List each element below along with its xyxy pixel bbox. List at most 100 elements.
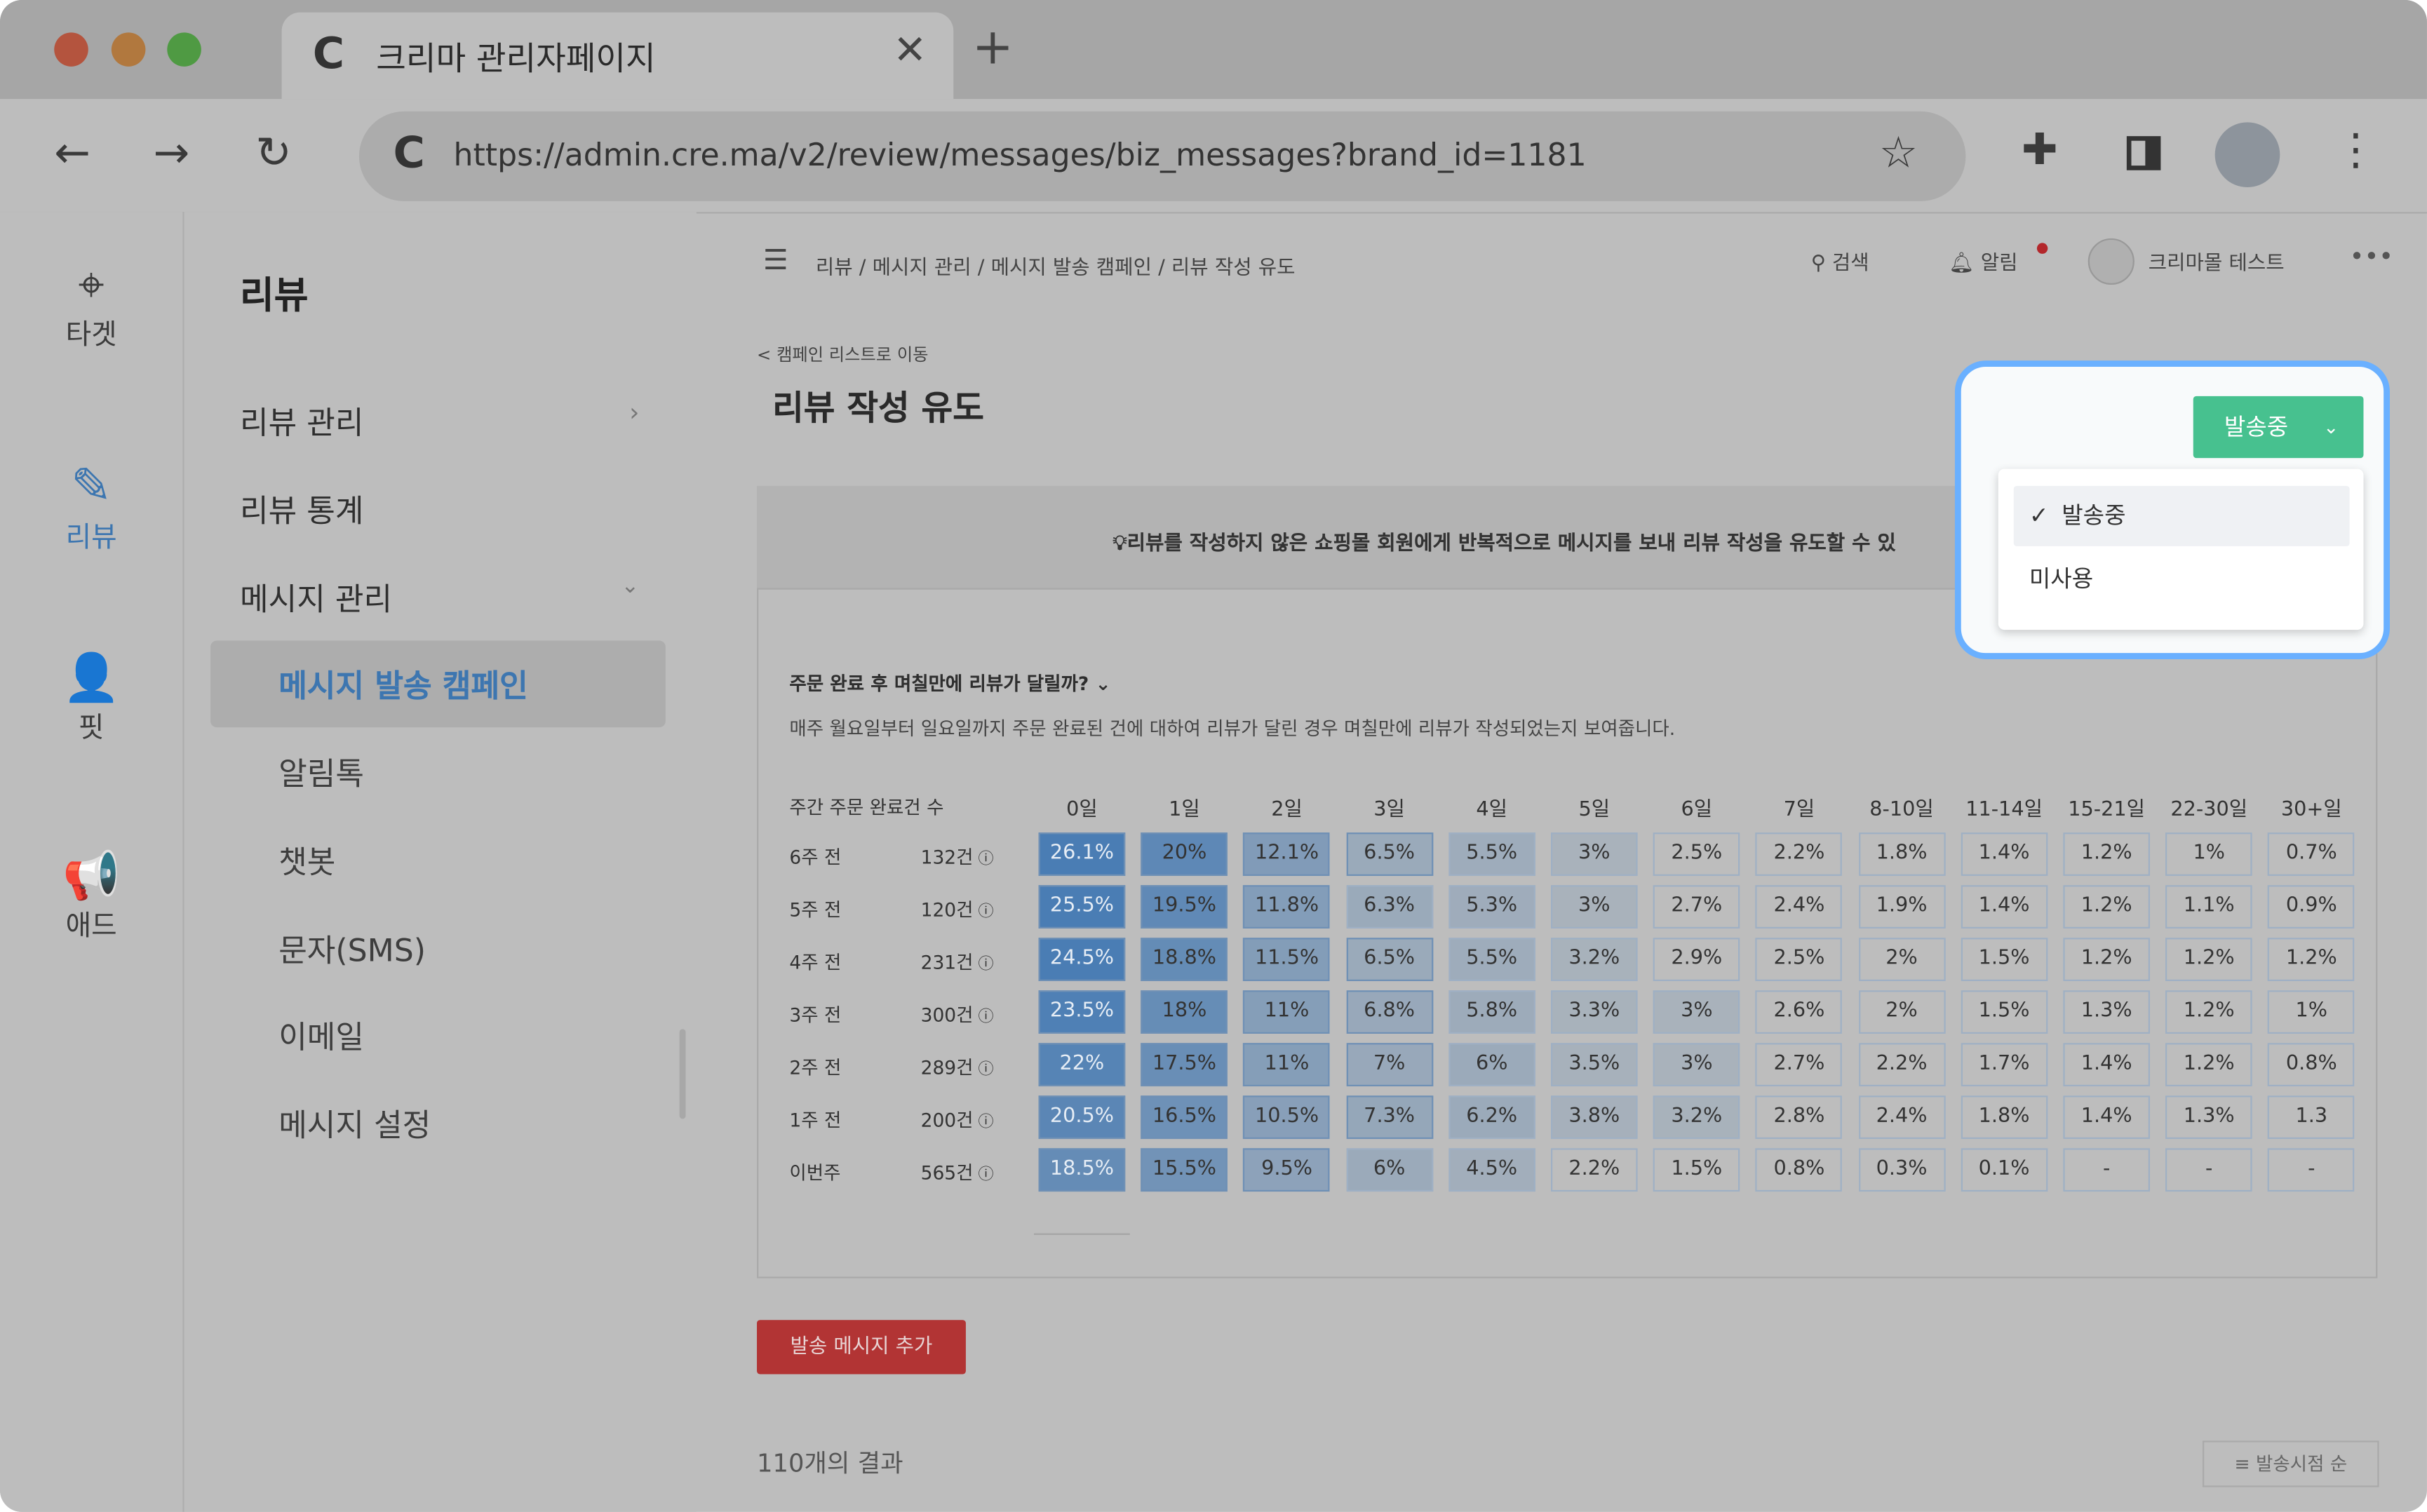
- hamburger-menu-icon[interactable]: ☰: [762, 244, 788, 277]
- cohort-cell: 7%: [1345, 1043, 1433, 1087]
- minimize-window-button[interactable]: [111, 32, 146, 67]
- cohort-cell: 2%: [1858, 938, 1945, 981]
- cohort-cell: 22%: [1038, 1043, 1126, 1087]
- cohort-cell: 1.3: [2268, 1095, 2355, 1140]
- sidebar-subitem-sms[interactable]: 문자(SMS): [278, 931, 426, 969]
- sidebar-subitem-campaign[interactable]: 메시지 발송 캠페인: [278, 667, 528, 705]
- add-message-button[interactable]: 발송 메시지 추가: [757, 1320, 966, 1375]
- search-button[interactable]: ⚲ 검색: [1811, 246, 1869, 276]
- sidebar-scrollbar[interactable]: [679, 1029, 686, 1119]
- rail-item-review[interactable]: ✎ 리뷰: [0, 457, 182, 555]
- cohort-cell: 0.3%: [1858, 1148, 1945, 1192]
- user-check-icon: 👤: [62, 651, 121, 706]
- sidebar-subitem-alimtalk[interactable]: 알림톡: [278, 755, 364, 792]
- browser-menu-icon[interactable]: ⋮: [2334, 123, 2378, 175]
- week-label: 3주 전: [789, 1004, 842, 1026]
- cohort-cell: 2.4%: [1858, 1095, 1945, 1140]
- user-name[interactable]: 크리마몰 테스트: [2148, 252, 2285, 276]
- notifications-button[interactable]: 🔔︎ 알림: [1949, 246, 2017, 276]
- info-icon[interactable]: ⓘ: [973, 1114, 994, 1132]
- cohort-cell: 5.5%: [1448, 832, 1535, 876]
- sidebar-item-review-stats[interactable]: 리뷰 통계: [240, 486, 363, 531]
- product-rail: ⌖ 타겟 ✎ 리뷰 👤 핏 📢 애드: [0, 212, 184, 1512]
- order-count-value: 120건: [920, 899, 974, 921]
- cohort-cell: 3%: [1551, 885, 1638, 929]
- address-bar[interactable]: C https://admin.cre.ma/v2/review/message…: [358, 111, 1966, 201]
- more-icon[interactable]: •••: [2349, 241, 2394, 271]
- cohort-cell: 20.5%: [1038, 1095, 1126, 1140]
- status-option-unused[interactable]: 미사용: [2029, 565, 2094, 593]
- order-count: 200건 ⓘ: [867, 1107, 994, 1133]
- cohort-cell: 2.2%: [1858, 1043, 1945, 1087]
- table-scrollbar[interactable]: [1034, 1233, 1130, 1235]
- cohort-description: 매주 월요일부터 일요일까지 주문 완료된 건에 대하여 리뷰가 달린 경우 며…: [789, 717, 1676, 740]
- maximize-window-button[interactable]: [167, 32, 201, 67]
- sidebar-subitem-message-settings[interactable]: 메시지 설정: [278, 1106, 431, 1144]
- close-tab-icon[interactable]: ✕: [893, 27, 927, 74]
- cohort-cell: 17.5%: [1141, 1043, 1228, 1087]
- cohort-cell: 1.4%: [2063, 1043, 2150, 1087]
- cohort-cell: 11.8%: [1243, 885, 1331, 929]
- order-count: 120건 ⓘ: [867, 896, 994, 923]
- rail-item-ad[interactable]: 📢 애드: [0, 849, 182, 944]
- profile-avatar[interactable]: [2214, 122, 2280, 187]
- side-panel-icon[interactable]: [2126, 136, 2161, 170]
- browser-tab[interactable]: C 크리마 관리자페이지 ✕: [281, 12, 954, 100]
- cohort-cell: 2.8%: [1756, 1095, 1843, 1140]
- chevron-down-icon: ⌄: [2323, 416, 2339, 438]
- cohort-cell: 6.5%: [1345, 938, 1433, 981]
- back-icon[interactable]: ←: [54, 126, 91, 178]
- breadcrumb-item[interactable]: 메시지 발송 캠페인: [990, 257, 1152, 281]
- cohort-cell: 0.7%: [2268, 832, 2355, 876]
- week-label: 5주 전: [789, 899, 842, 921]
- status-dropdown-button[interactable]: 발송중 ⌄: [2193, 396, 2364, 459]
- cohort-cell: 1%: [2268, 990, 2355, 1034]
- cohort-cell: 18.8%: [1141, 938, 1228, 981]
- url-text[interactable]: https://admin.cre.ma/v2/review/messages/…: [453, 136, 1587, 174]
- sidebar-item-message-manage[interactable]: 메시지 관리 ⌄: [240, 574, 639, 619]
- cohort-cell: 3.5%: [1551, 1043, 1638, 1087]
- site-icon: C: [393, 126, 425, 178]
- cohort-cell: 6%: [1345, 1148, 1433, 1192]
- sort-button[interactable]: ≡ 발송시점 순: [2202, 1440, 2379, 1487]
- info-icon[interactable]: ⓘ: [973, 1008, 994, 1026]
- cohort-cell: 19.5%: [1141, 885, 1228, 929]
- cohort-cell: 20%: [1141, 832, 1228, 876]
- info-icon[interactable]: ⓘ: [973, 1166, 994, 1184]
- day-column-header: 15-21일: [2068, 798, 2146, 822]
- cohort-heading-toggle[interactable]: 주문 완료 후 며칠만에 리뷰가 달릴까? ⌄: [789, 670, 1110, 696]
- info-icon[interactable]: ⓘ: [973, 956, 994, 973]
- cohort-cell: 11%: [1243, 990, 1331, 1034]
- cohort-cell: 3%: [1551, 832, 1638, 876]
- bookmark-star-icon[interactable]: ☆: [1878, 126, 1918, 178]
- status-highlight: 발송중 ⌄ ✓ 발송중 미사용: [1954, 360, 2390, 660]
- info-icon[interactable]: ⓘ: [973, 903, 994, 921]
- user-avatar-icon[interactable]: [2088, 238, 2134, 285]
- rail-item-target[interactable]: ⌖ 타겟: [0, 259, 182, 353]
- sidebar-subitem-email[interactable]: 이메일: [278, 1018, 364, 1055]
- cohort-cell: -: [2063, 1148, 2150, 1192]
- sidebar-item-review-manage[interactable]: 리뷰 관리 ›: [240, 398, 639, 443]
- day-column-header: 1일: [1169, 798, 1200, 822]
- tab-bar: C 크리마 관리자페이지 ✕ +: [0, 0, 2427, 100]
- rail-label: 핏: [78, 712, 105, 745]
- cohort-cell: 25.5%: [1038, 885, 1126, 929]
- close-window-button[interactable]: [54, 32, 88, 67]
- info-icon[interactable]: ⓘ: [973, 851, 994, 868]
- breadcrumb: 리뷰 / 메시지 관리 / 메시지 발송 캠페인 / 리뷰 작성 유도: [815, 257, 1296, 281]
- breadcrumb-item[interactable]: 메시지 관리: [872, 257, 972, 281]
- cohort-cell: 1.2%: [2268, 938, 2355, 981]
- cohort-cell: 1.5%: [1961, 990, 2048, 1034]
- day-column-header: 6일: [1681, 798, 1713, 822]
- cohort-heading: 주문 완료 후 며칠만에 리뷰가 달릴까?: [789, 673, 1089, 695]
- new-tab-icon[interactable]: +: [972, 17, 1014, 76]
- forward-icon[interactable]: →: [153, 126, 190, 178]
- rail-item-fit[interactable]: 👤 핏: [0, 652, 182, 746]
- info-icon[interactable]: ⓘ: [973, 1061, 994, 1079]
- status-option-sending[interactable]: ✓ 발송중: [2013, 485, 2350, 546]
- reload-icon[interactable]: ↻: [255, 126, 292, 178]
- breadcrumb-item[interactable]: 리뷰: [815, 257, 853, 281]
- back-to-campaign-list-link[interactable]: < 캠페인 리스트로 이동: [757, 345, 929, 365]
- extensions-icon[interactable]: ✚: [2021, 123, 2058, 175]
- sidebar-subitem-chatbot[interactable]: 챗봇: [278, 843, 336, 881]
